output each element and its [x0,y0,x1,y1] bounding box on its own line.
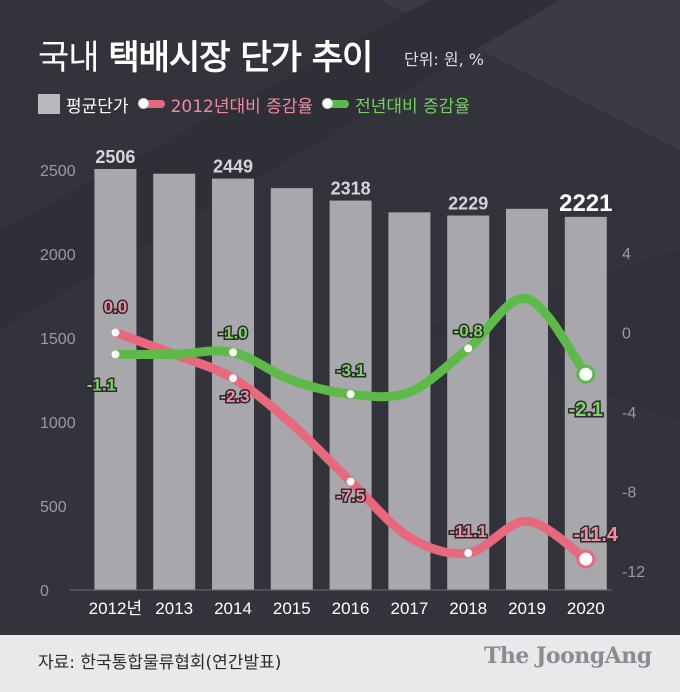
right-axis-tick-label: 4 [622,246,631,263]
green-series-point [576,364,596,384]
green-series-point [229,348,237,357]
footer-panel [0,635,680,692]
legend-pink-swatch [137,98,165,109]
left-axis-tick-label: 2000 [40,247,76,264]
pink-value-label: -11.1 [449,522,487,541]
bars [94,168,607,591]
green-value-label: -0.8 [454,321,483,340]
green-series-point [346,390,355,399]
x-axis-tick-label: 2012년 [89,599,142,618]
x-axis-tick-label: 2019 [508,599,546,618]
left-axis-tick-label: 2500 [40,163,76,180]
source-note: 자료: 한국통합물류협회(연간발표) [38,653,282,673]
legend-pink-label: 2012년대비 증감율 [170,96,314,117]
legend-item-pink: 2012년대비 증감율 [137,92,314,117]
x-axis-tick-label: 2017 [390,599,428,618]
left-axis: 0 500 1000 1500 2000 2500 [40,163,76,600]
green-value-label: -2.1 [569,399,603,421]
pink-series-point [464,549,473,558]
green-value-label: -1.1 [87,375,116,394]
bar [447,215,490,590]
legend-green-label: 전년대비 증감율 [355,96,470,117]
pink-series-point [576,549,596,569]
pink-value-label: -7.5 [336,487,365,506]
right-axis-tick-label: 0 [622,326,631,343]
x-axis-tick-label: 2016 [332,599,370,618]
legend-green-swatch [322,98,350,109]
legend-bar-label: 평균단가 [66,96,129,117]
brand-logo: The JoongAng [484,643,652,669]
left-axis-tick-label: 1000 [40,415,76,432]
green-value-label: -1.0 [218,323,247,342]
left-axis-tick-label: 500 [40,499,67,516]
bar-labels: 2506 2449 2318 2229 2221 [95,147,612,217]
bar [564,216,607,590]
pink-series-point [229,374,237,383]
pink-series-point [111,328,120,337]
lines [110,294,596,569]
legend-bar-swatch [38,94,60,114]
green-series-point [111,350,120,359]
pink-value-label: -11.4 [574,524,619,546]
title-bold: 택배시장 단가 추이 [108,38,373,78]
pink-value-label: -2.3 [220,387,249,406]
right-axis-tick-label: -8 [622,485,636,502]
pink-series-point [346,477,355,486]
x-axis-tick-label: 2018 [449,599,487,618]
unit-label: 단위: 원, % [404,50,485,69]
background-shape [0,0,560,330]
bar-value-label: 2221 [559,190,612,217]
bar-value-label: 2449 [213,157,253,177]
right-axis: 4 0 -4 -8 -12 [622,246,645,581]
title-prefix: 국내 [38,38,109,78]
bar [94,168,137,590]
background-shape [420,250,680,420]
x-axis-tick-label: 2020 [567,599,605,618]
bar [153,173,196,591]
bar-value-label: 2506 [95,147,135,167]
bar-value-label: 2318 [331,179,371,199]
right-axis-tick-label: -4 [622,405,636,422]
x-axis-tick-label: 2014 [214,599,252,618]
legend: 평균단가 2012년대비 증감율 전년대비 증감율 [38,92,470,117]
left-axis-tick-label: 0 [40,583,49,600]
legend-item-bar: 평균단가 [38,92,129,117]
bar [506,208,548,591]
x-axis-tick-label: 2015 [273,599,311,618]
right-axis-tick-label: -12 [622,564,645,581]
green-value-label: -3.1 [336,361,365,380]
pink-value-label: 0.0 [104,298,128,317]
green-series-line [110,294,591,402]
x-axis-tick-label: 2013 [155,599,193,618]
line-labels: 0.0 -2.3 -7.5 -11.1 -11.4 -1.1 -1.0 -3.1 -0.8 -2.… [85,296,620,548]
bar-value-label: 2229 [448,194,488,214]
left-axis-tick-label: 1500 [40,331,76,348]
chart-title: 국내 택배시장 단가 추이 [38,30,373,79]
x-axis: 2012년 2013 2014 2015 2016 2017 2018 2019 2020 [70,589,612,618]
green-series-point [464,344,473,353]
legend-item-green: 전년대비 증감율 [322,92,470,117]
